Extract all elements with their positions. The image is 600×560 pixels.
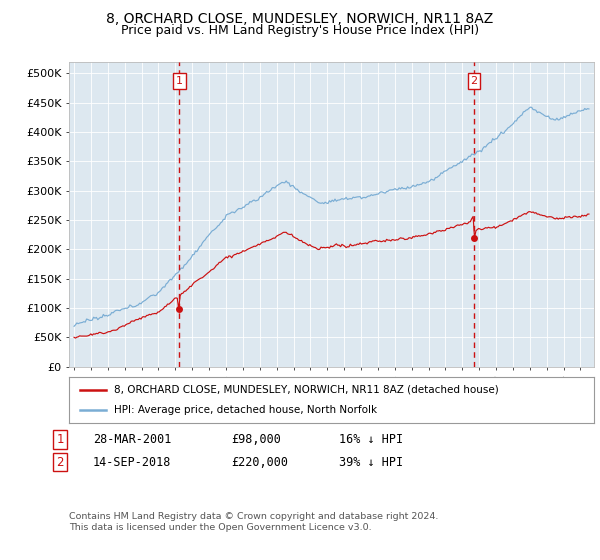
Text: £98,000: £98,000 <box>231 433 281 446</box>
Text: 28-MAR-2001: 28-MAR-2001 <box>93 433 172 446</box>
Text: 2: 2 <box>56 455 64 469</box>
Text: 14-SEP-2018: 14-SEP-2018 <box>93 455 172 469</box>
Text: Contains HM Land Registry data © Crown copyright and database right 2024.
This d: Contains HM Land Registry data © Crown c… <box>69 512 439 532</box>
Text: 8, ORCHARD CLOSE, MUNDESLEY, NORWICH, NR11 8AZ (detached house): 8, ORCHARD CLOSE, MUNDESLEY, NORWICH, NR… <box>113 385 499 395</box>
Text: 1: 1 <box>176 76 183 86</box>
Text: 16% ↓ HPI: 16% ↓ HPI <box>339 433 403 446</box>
Text: 8, ORCHARD CLOSE, MUNDESLEY, NORWICH, NR11 8AZ: 8, ORCHARD CLOSE, MUNDESLEY, NORWICH, NR… <box>106 12 494 26</box>
Text: 39% ↓ HPI: 39% ↓ HPI <box>339 455 403 469</box>
Text: 2: 2 <box>470 76 478 86</box>
Text: HPI: Average price, detached house, North Norfolk: HPI: Average price, detached house, Nort… <box>113 405 377 415</box>
Text: 1: 1 <box>56 433 64 446</box>
Text: £220,000: £220,000 <box>231 455 288 469</box>
Text: Price paid vs. HM Land Registry's House Price Index (HPI): Price paid vs. HM Land Registry's House … <box>121 24 479 37</box>
